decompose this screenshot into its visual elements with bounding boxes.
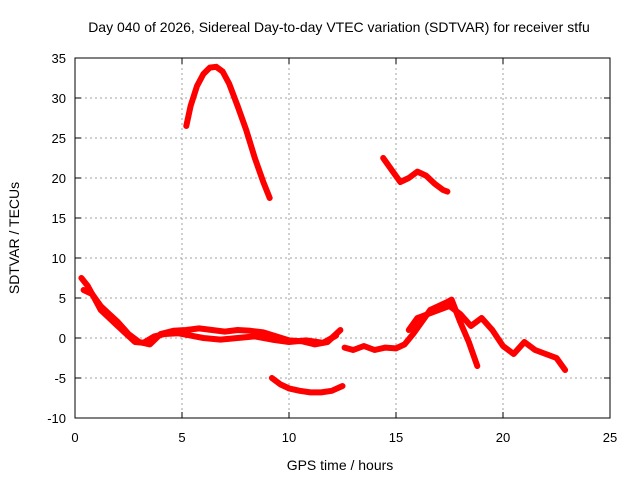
series-line-arc-2 bbox=[80, 287, 344, 348]
grid-lines bbox=[75, 58, 610, 418]
series-line-arc-5 bbox=[380, 155, 451, 195]
x-tick-label: 0 bbox=[71, 430, 78, 445]
y-tick-label: -10 bbox=[47, 411, 66, 426]
x-tick-label: 20 bbox=[496, 430, 510, 445]
series-line-arc-3 bbox=[183, 63, 273, 201]
x-axis-label: GPS time / hours bbox=[287, 457, 394, 473]
y-tick-label: 15 bbox=[52, 211, 66, 226]
y-tick-labels: -10 -5 0 5 10 15 20 25 30 35 bbox=[47, 51, 66, 426]
plot-frame bbox=[74, 57, 611, 419]
series-line-arc-1 bbox=[78, 275, 340, 346]
y-tick-label: 20 bbox=[52, 171, 66, 186]
y-tick-label: -5 bbox=[54, 371, 66, 386]
x-tick-label: 25 bbox=[603, 430, 617, 445]
y-axis-label: SDTVAR / TECUs bbox=[6, 182, 22, 294]
x-tick-labels: 0 5 10 15 20 25 bbox=[71, 430, 617, 445]
x-tick-label: 10 bbox=[282, 430, 296, 445]
y-tick-label: 0 bbox=[59, 331, 66, 346]
series-line-arc-4 bbox=[268, 375, 346, 396]
x-tick-label: 15 bbox=[389, 430, 403, 445]
y-tick-label: 35 bbox=[52, 51, 66, 66]
y-tick-label: 5 bbox=[59, 291, 66, 306]
y-tick-label: 10 bbox=[52, 251, 66, 266]
y-tick-label: 25 bbox=[52, 131, 66, 146]
x-tick-label: 5 bbox=[178, 430, 185, 445]
series-group bbox=[78, 63, 569, 396]
y-tick-label: 30 bbox=[52, 91, 66, 106]
chart-title: Day 040 of 2026, Sidereal Day-to-day VTE… bbox=[88, 19, 590, 35]
series-line-arc-7 bbox=[405, 303, 569, 373]
axis-ticks bbox=[74, 57, 611, 419]
